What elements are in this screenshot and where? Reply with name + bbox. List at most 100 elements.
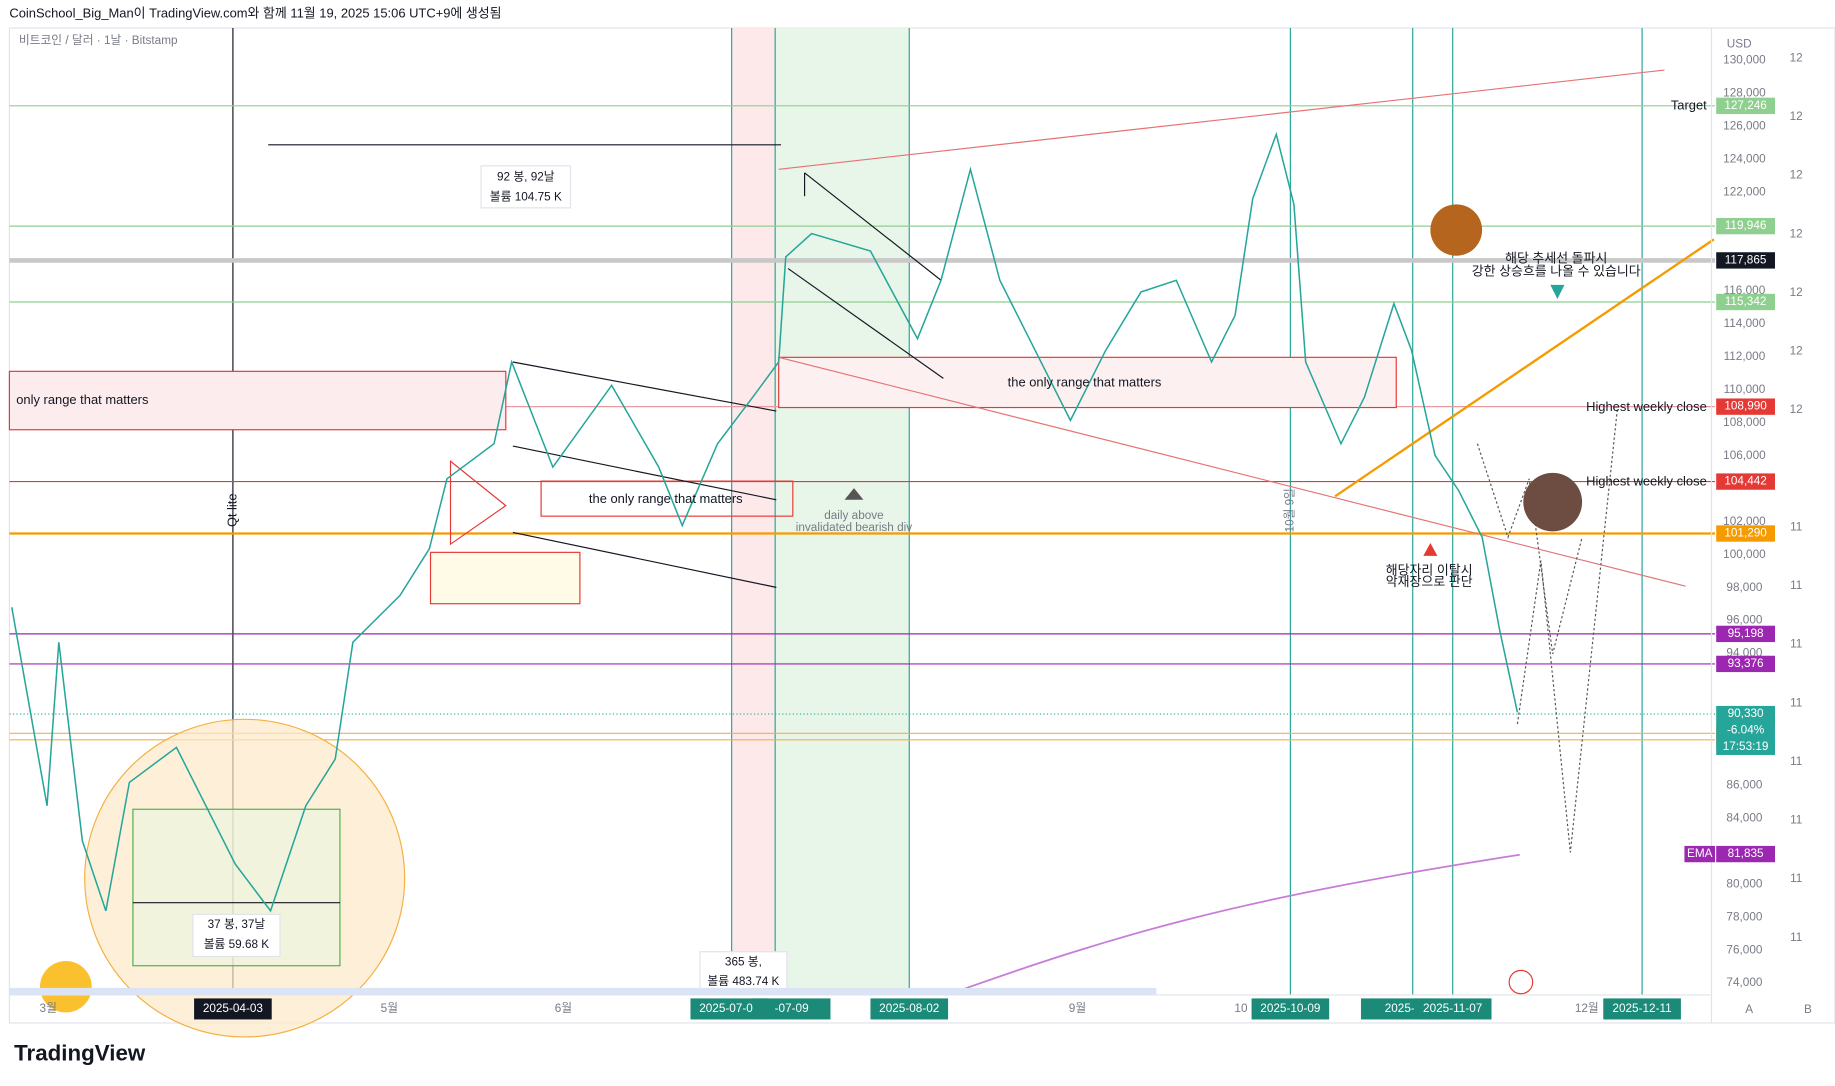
date-box <box>870 998 949 1020</box>
price-tick-label: 126,000 <box>1723 119 1766 132</box>
price-tick-label: 74,000 <box>1726 976 1762 989</box>
price-tag <box>1716 655 1776 673</box>
price-tick-label: 80,000 <box>1726 877 1762 890</box>
date-label: 3월 <box>40 1002 57 1015</box>
date-label: 6월 <box>555 1002 572 1015</box>
symbol: 비트코인 / 달러 · 1날 · Bitstamp <box>19 33 178 47</box>
note: Target <box>1671 98 1707 113</box>
measure: 볼륨 483.74 K <box>707 975 779 988</box>
price-tag <box>1716 217 1776 235</box>
price-tick-label: 108,000 <box>1723 416 1766 429</box>
price-tag <box>1716 398 1776 415</box>
note: 악재장으로 판단 <box>1386 574 1473 589</box>
price-tick-label: 78,000 <box>1726 910 1762 923</box>
measure-box <box>699 951 788 995</box>
price-tick-label: 128,000 <box>1723 87 1766 100</box>
date-box <box>690 998 769 1020</box>
arrow-up <box>1423 543 1438 556</box>
measure-box <box>192 913 281 957</box>
price-tag-label: 117,865 <box>1725 254 1767 267</box>
note: Highest weekly close <box>1586 399 1707 414</box>
price-tag-label: 104,442 <box>1724 475 1767 488</box>
price-tag <box>1716 705 1776 755</box>
price-tag-label: 127,246 <box>1724 99 1767 112</box>
scale-label: 12 <box>1790 286 1803 299</box>
price-tick-label: 76,000 <box>1726 943 1762 956</box>
scroll-bar <box>9 987 1157 995</box>
scale-label: 11 <box>1790 696 1802 709</box>
date-box <box>1413 998 1492 1020</box>
scale-label: 12 <box>1790 227 1803 240</box>
date-label: -07-09 <box>775 1002 809 1015</box>
price-tick-label: 96,000 <box>1726 614 1762 627</box>
band-green <box>775 28 910 995</box>
date-label: 5월 <box>381 1002 398 1015</box>
bear-icon <box>1523 472 1583 532</box>
scale-label: 12 <box>1790 169 1803 182</box>
note: Qt lite <box>224 494 239 528</box>
scale-label: 11 <box>1790 520 1802 533</box>
scale-label: 11 <box>1790 931 1802 944</box>
scale-label: 11 <box>1790 755 1802 768</box>
date-label: 2025-04-03 <box>203 1002 263 1015</box>
price-path <box>11 131 1519 913</box>
price-tag-label: 90,330 <box>1728 707 1764 720</box>
date-label: 2025-07-01 <box>699 1002 759 1015</box>
price-tag-label: 17:53:19 <box>1723 740 1769 753</box>
note: the only range that matters <box>1008 374 1162 389</box>
measure: 볼륨 104.75 K <box>490 190 562 203</box>
price-tick-label: 114,000 <box>1724 317 1766 330</box>
price-tag-label: 119,946 <box>1725 219 1767 232</box>
measure: 92 봉, 92날 <box>497 171 555 184</box>
note: 10월 9일 <box>1282 488 1296 532</box>
price-tag-label: 115,342 <box>1725 295 1767 308</box>
arrow-down <box>1550 284 1565 299</box>
scale-label: 12 <box>1790 52 1803 65</box>
level-lines <box>9 105 1716 741</box>
measure-box <box>480 165 572 209</box>
measure: 37 봉, 37날 <box>208 918 266 931</box>
scale-label: 12 <box>1790 110 1803 123</box>
trendlines <box>132 69 1715 996</box>
price-tag-label: 81,835 <box>1728 847 1764 860</box>
date-label: 12월 <box>1575 1002 1599 1015</box>
price-tick-label: 112,000 <box>1724 350 1766 363</box>
measure: 볼륨 59.68 K <box>204 938 270 951</box>
btn-a[interactable]: A <box>1745 1003 1753 1016</box>
bull-icon <box>1430 204 1483 256</box>
box-yellow <box>429 551 581 605</box>
date-label: 2025-10-09 <box>1260 1002 1320 1015</box>
price-tick-label: 130,000 <box>1723 54 1766 67</box>
flag-icon <box>1508 969 1534 995</box>
scale-label: 11 <box>1790 872 1802 885</box>
note: the only range that matters <box>589 491 743 506</box>
price-tag-label: 101,290 <box>1724 527 1767 540</box>
scale-label: 12 <box>1790 345 1803 358</box>
price-tick-label: 122,000 <box>1723 185 1766 198</box>
band-pink <box>731 28 776 995</box>
price-tag-label: 93,376 <box>1728 657 1764 670</box>
date-box <box>1251 998 1330 1020</box>
date-label: 10 <box>1234 1002 1248 1015</box>
date-label: 9월 <box>1069 1002 1086 1015</box>
scale-label: 12 <box>1790 403 1803 416</box>
ema-name: EMA <box>1687 847 1713 860</box>
note: 해당자리 이탈시 <box>1386 562 1473 577</box>
btn-b[interactable]: B <box>1804 1003 1812 1016</box>
range-box-right <box>778 356 1397 409</box>
date-box <box>194 998 272 1020</box>
price-tick-label: 98,000 <box>1726 581 1762 594</box>
price-tag-label: 95,198 <box>1728 627 1764 640</box>
price-tag <box>1716 293 1776 311</box>
price-tick-label: 86,000 <box>1726 779 1762 792</box>
price-tag-label: 108,990 <box>1724 400 1767 413</box>
price-tag <box>1716 525 1776 542</box>
scale-label: 11 <box>1790 579 1802 592</box>
note: 해당 추세선 돌파시 <box>1505 251 1607 266</box>
price-tick-label: 102,000 <box>1723 515 1766 528</box>
price-tag-label: -6.04% <box>1727 724 1764 737</box>
range-box-mid <box>540 480 794 517</box>
note: 강한 상승흐를 나올 수 있습니다 <box>1472 264 1641 279</box>
